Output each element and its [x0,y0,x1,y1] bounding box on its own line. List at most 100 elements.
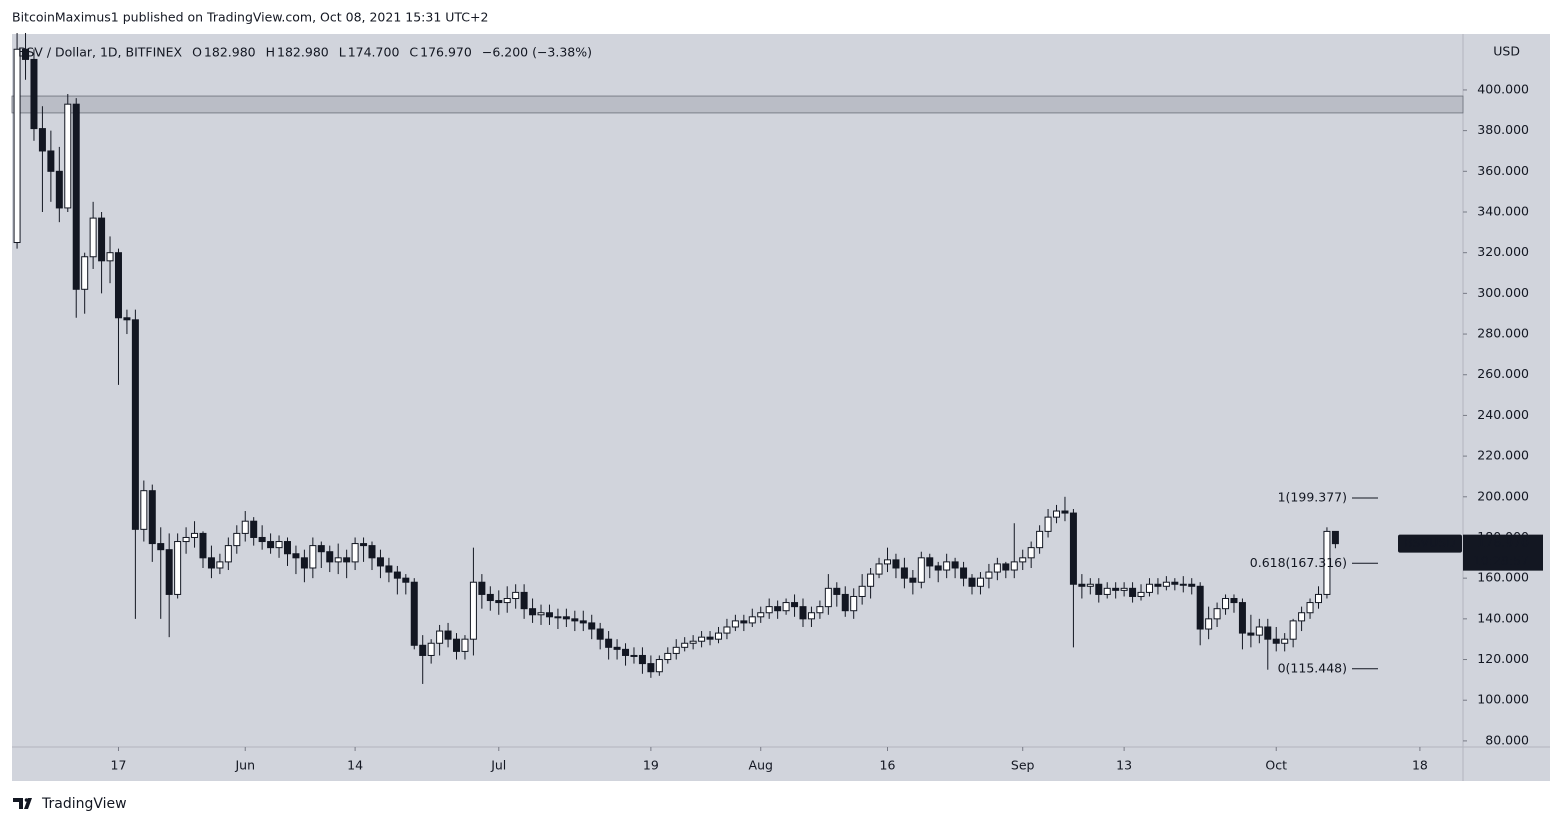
candle-body [884,559,892,565]
y-tick-label: 160.000 [1477,570,1529,585]
publisher: BitcoinMaximus1 published on TradingView… [12,10,488,25]
candle-body [140,490,148,530]
price-badge-price: 176.970 [1477,535,1529,550]
candle-body [1112,587,1120,591]
y-unit: USD [1493,44,1520,59]
candle-body [1061,510,1069,514]
candle-body [1196,585,1204,630]
candle-body [326,551,334,563]
candle-body [638,654,646,665]
y-tick-label: 200.000 [1477,488,1529,503]
candle-body [131,319,139,530]
x-tick-label: 14 [347,758,363,773]
candles [13,32,1339,684]
candle-body [748,616,756,624]
y-tick-label: 400.000 [1477,81,1529,96]
candle-body [951,561,959,569]
candle-body [233,532,241,547]
candle-body [1002,563,1010,571]
legend-h-label: H [266,45,275,60]
legend-c-label: C [409,45,418,60]
symbol-badge-label: BSVUSD [1404,535,1456,550]
x-tick-label: 16 [880,758,896,773]
candle-body [537,612,545,616]
candle-body [385,565,393,573]
legend-l: 174.700 [348,45,400,60]
candle-body [529,608,537,616]
candle-body [1255,626,1263,636]
candle-body [1019,557,1027,563]
candle-body [1179,583,1187,586]
candle-body [495,600,503,604]
candle-body [267,541,275,549]
candle-body [672,646,680,654]
y-tick-label: 360.000 [1477,163,1529,178]
candle-body [275,541,283,549]
candle-body [250,520,258,538]
candle-body [13,48,21,244]
symbol-badge [1398,534,1462,553]
candle-body [300,557,308,569]
candle-body [98,217,106,262]
candle-body [985,571,993,579]
candle-body [1222,598,1230,610]
candle-body [334,557,342,563]
candle-body [900,567,908,579]
candle-body [486,593,494,602]
x-tick-label: 13 [1116,758,1132,773]
candle-body [55,170,63,209]
candle-body [562,616,570,620]
candle-body [858,585,866,597]
candle-body [1289,620,1297,640]
candle-body [402,577,410,583]
fib-label: 0(115.448) [1278,660,1347,675]
candle-body [1078,583,1086,587]
fib-label: 1(199.377) [1278,490,1347,505]
y-tick-label: 140.000 [1477,610,1529,625]
x-tick-label: Oct [1265,758,1287,773]
candle-body [258,536,266,543]
candle-body [655,659,663,673]
legend-change: −6.200 (−3.38%) [482,45,592,60]
candle-body [875,563,883,575]
candle-body [630,654,638,657]
candle-body [1323,530,1331,595]
candle-body [207,557,215,569]
candle-body [596,628,604,640]
candle-body [47,150,55,172]
candle-body [393,571,401,579]
y-tick-label: 300.000 [1477,285,1529,300]
candle-body [909,577,917,583]
candle-body [317,545,325,553]
chart-background [12,34,1550,781]
candle-body [824,587,832,608]
candle-body [867,573,875,587]
candle-body [1069,512,1077,585]
brand: TradingView [41,796,127,812]
y-tick-label: 80.000 [1485,732,1529,747]
x-tick-label: 19 [643,758,659,773]
candle-body [419,644,427,656]
candle-body [360,543,368,547]
candle-body [1171,581,1179,585]
candle-body [292,553,300,559]
candle-body [799,606,807,620]
legend-o-label: O [192,45,202,60]
candle-body [1281,638,1289,644]
candle-body [1154,583,1162,587]
candle-body [613,646,621,650]
candle-body [765,606,773,614]
candle-body [1162,581,1170,587]
candle-body [1205,618,1213,630]
candle-body [351,543,359,563]
price-badge-countdown: 10:28:57 [1473,553,1529,568]
candle-body [478,581,486,595]
candle-body [1027,547,1035,559]
candle-body [343,557,351,563]
candle-body [174,541,182,595]
candle-body [165,549,173,595]
candle-body [106,252,114,262]
candle-body [1095,583,1103,595]
candle-body [714,632,722,640]
candle-body [241,520,249,534]
